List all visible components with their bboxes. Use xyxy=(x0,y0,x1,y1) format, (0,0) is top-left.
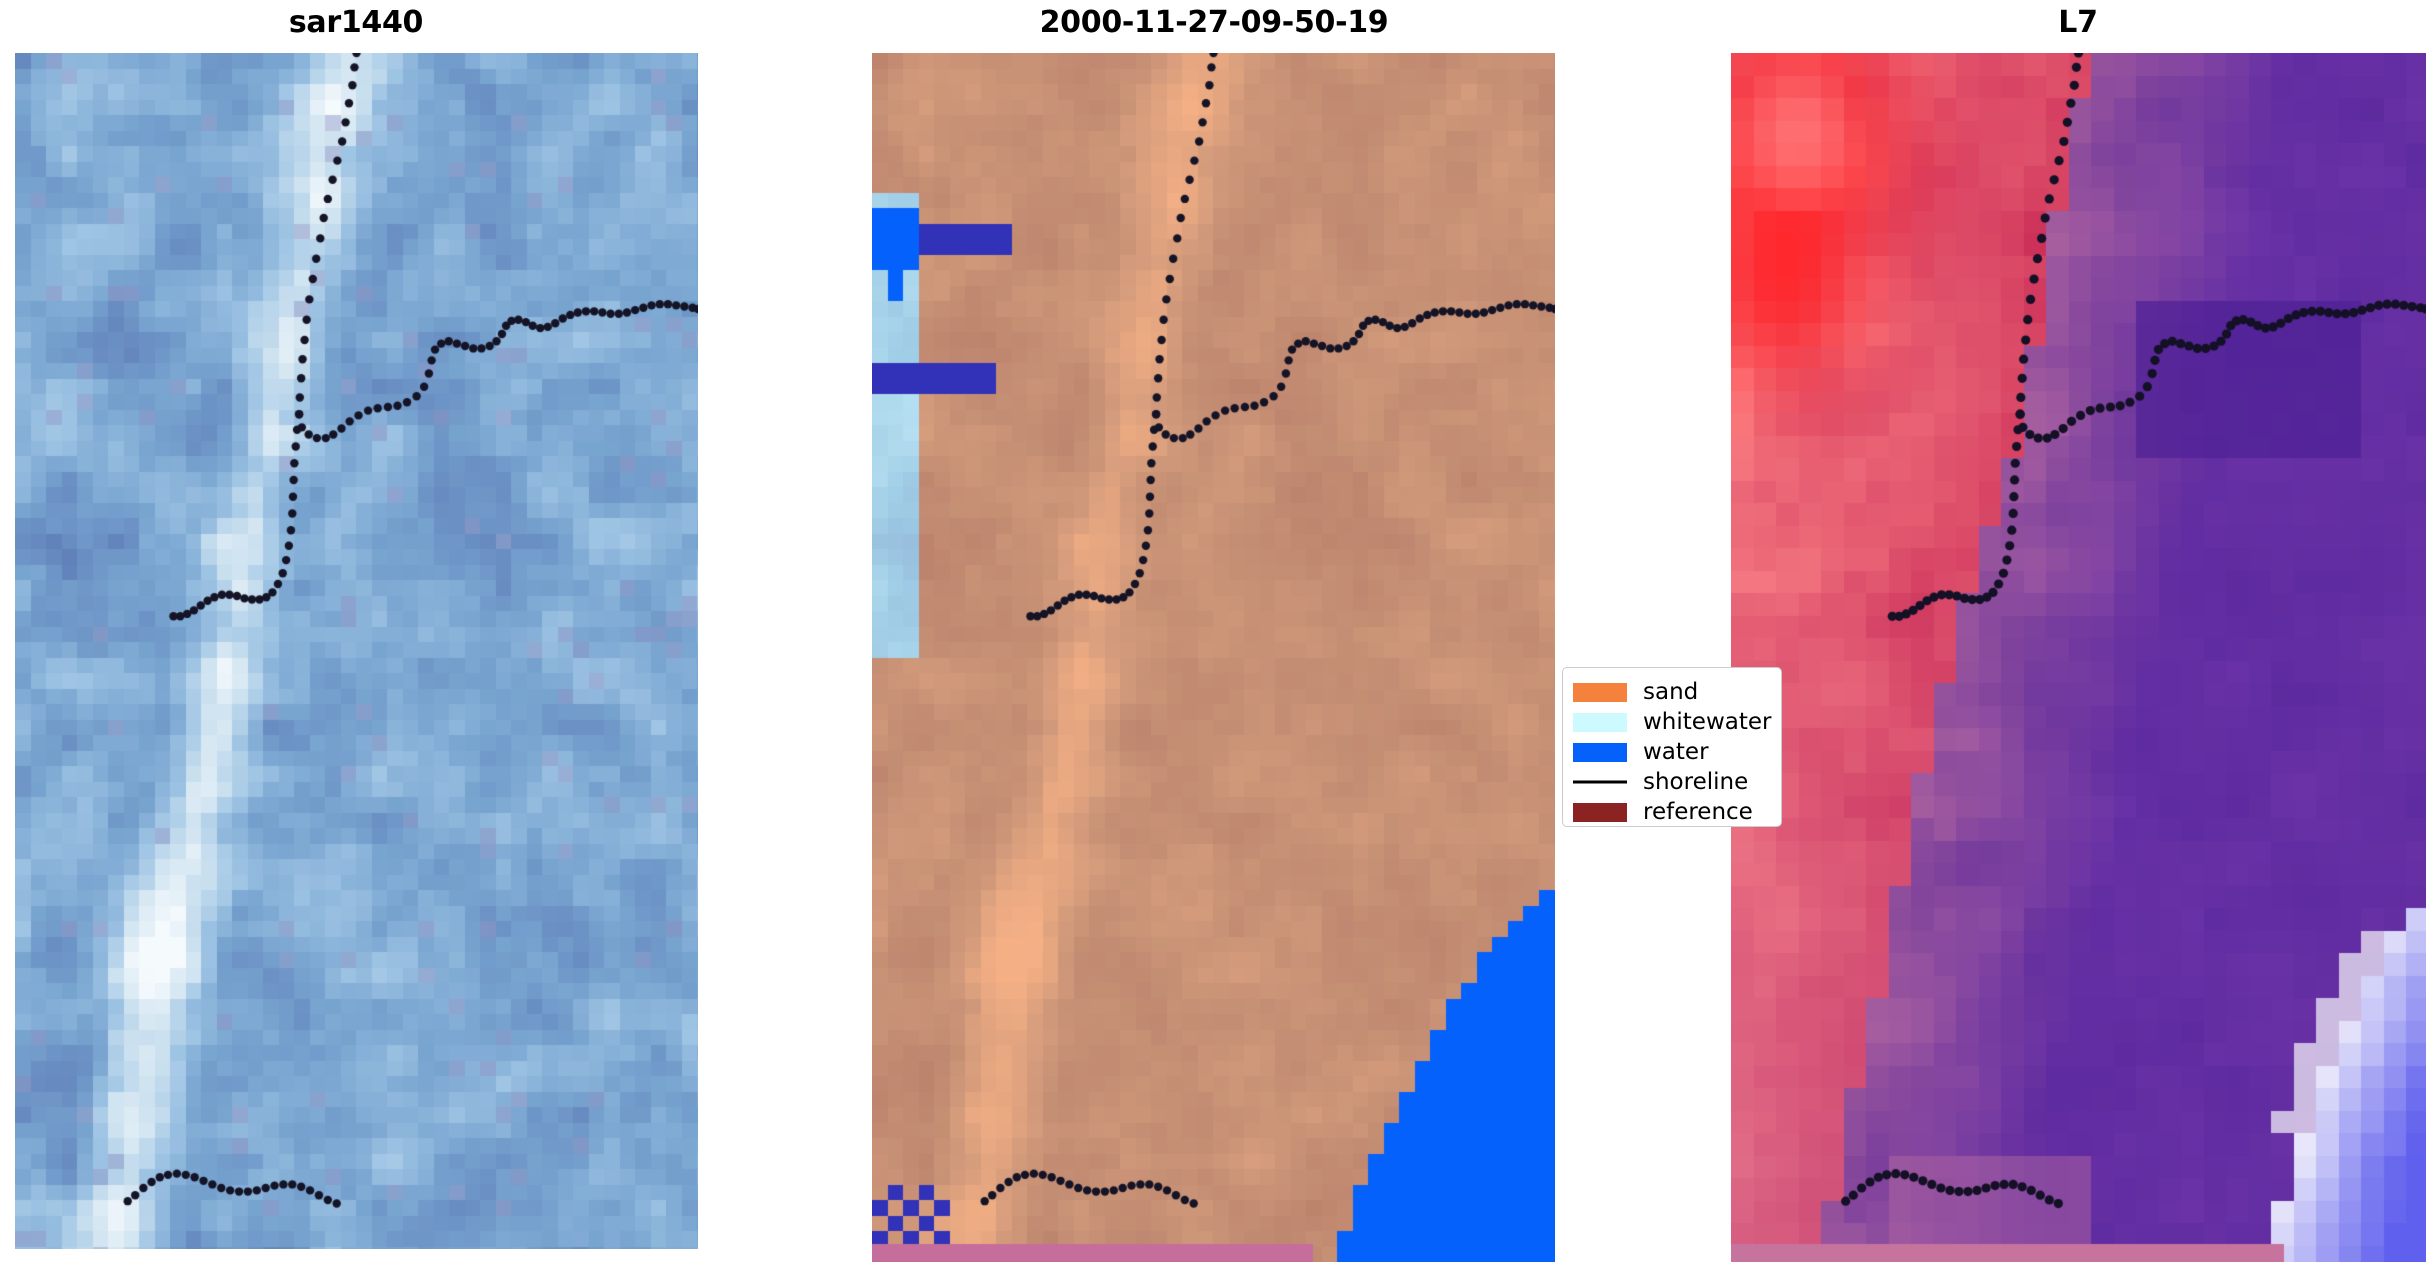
legend-label-shoreline: shoreline xyxy=(1643,768,1749,795)
legend-label-whitewater: whitewater xyxy=(1643,708,1772,735)
legend-label-water: water xyxy=(1643,738,1709,765)
whitewater-swatch-icon xyxy=(1573,712,1627,732)
panel-classified xyxy=(872,53,1555,1262)
classified-image xyxy=(872,53,1555,1262)
legend-label-sand: sand xyxy=(1643,678,1699,705)
legend-item-water: water xyxy=(1573,737,1773,767)
legend-item-whitewater: whitewater xyxy=(1573,707,1773,737)
panel-title-sar: sar1440 xyxy=(288,5,424,40)
reference-swatch-icon xyxy=(1573,802,1627,822)
panel-title-l7: L7 xyxy=(2058,5,2098,40)
sand-swatch-icon xyxy=(1573,682,1627,702)
water-swatch-icon xyxy=(1573,742,1627,762)
panel-l7 xyxy=(1731,53,2426,1262)
legend-item-shoreline: shoreline xyxy=(1573,767,1773,797)
shoreline-line-icon xyxy=(1573,773,1627,792)
legend-item-sand: sand xyxy=(1573,677,1773,707)
panel-sar xyxy=(15,53,698,1249)
l7-image xyxy=(1731,53,2426,1262)
sar-image xyxy=(15,53,698,1249)
legend-box: sand whitewater water shoreline referenc… xyxy=(1562,667,1782,827)
panel-title-classified: 2000-11-27-09-50-19 xyxy=(1039,5,1389,40)
legend-item-reference: reference xyxy=(1573,797,1773,827)
legend-label-reference: reference xyxy=(1643,798,1753,825)
